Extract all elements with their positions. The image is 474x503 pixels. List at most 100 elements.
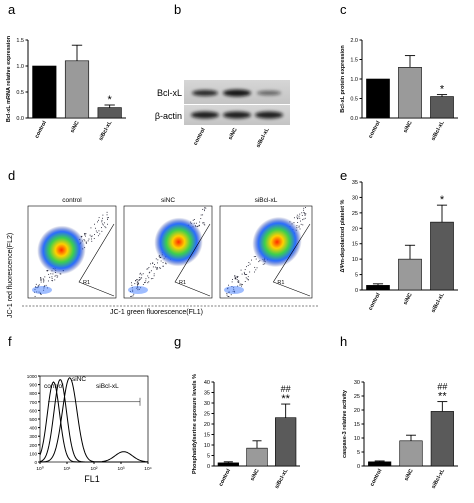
y-axis-label: Phosphatidylserine exposure levels %	[192, 374, 198, 474]
dotplot-event	[244, 274, 246, 276]
y-tick-label: 15	[352, 242, 358, 248]
dotplot-event	[42, 278, 44, 280]
y-tick-label: 300	[29, 434, 37, 439]
dotplot-event	[147, 268, 149, 270]
x-category-label: siBcl-xL	[431, 468, 447, 490]
dotplot-event	[91, 238, 92, 240]
dotplot-event	[137, 286, 139, 288]
y-tick-label: 1.5	[16, 38, 24, 44]
dotplot-event	[51, 280, 53, 281]
x-category-label: control	[34, 120, 48, 140]
dotplot-event	[299, 213, 301, 215]
dotplot-event	[165, 263, 167, 265]
dotplot-event	[240, 283, 242, 285]
dotplot-event	[228, 296, 230, 297]
dotplot-event	[150, 270, 152, 272]
dotplot-event	[244, 273, 245, 274]
dotplot-event	[43, 286, 45, 288]
dotplot-density	[252, 216, 302, 268]
dotplot-event	[99, 233, 101, 235]
dotplot-event	[249, 263, 251, 265]
dotplot-density	[154, 217, 203, 267]
dotplot-event	[131, 284, 133, 286]
dotplot-density-low	[128, 286, 148, 294]
dotplot-event	[241, 273, 243, 275]
dotplot-event	[94, 223, 95, 225]
dotplot-event	[304, 213, 306, 215]
significance-marker: **	[281, 393, 290, 405]
dotplot-ylabel: JC-1 red fluorescence(FL2)	[7, 233, 14, 318]
blot-lane-label-control: control	[193, 127, 207, 147]
dotplot-event	[40, 280, 42, 281]
dotplot-event	[84, 240, 86, 242]
dotplot-event	[52, 280, 54, 282]
dotplot-event	[130, 291, 131, 293]
fl1-histogram: 0 100 200 300 400 500 600 700 800 900 1000 10⁰ 10¹ 10…	[27, 374, 152, 484]
dotplot-event	[40, 278, 42, 280]
dotplot-event	[298, 226, 300, 228]
dotplot-event	[47, 270, 49, 272]
dotplot-event	[205, 207, 207, 209]
dotplot-event	[195, 222, 197, 224]
chart-e-depolarized-platelet: 0 5 10 15 20 25 30 35 ΔΨm-depolarized platelet %…	[340, 180, 458, 314]
dotplot-event	[246, 273, 248, 275]
dotplot-event	[39, 292, 41, 294]
dotplot-event	[107, 223, 108, 225]
dotplot-event	[137, 284, 138, 286]
dotplot-event	[132, 295, 134, 297]
significance-marker: *	[108, 94, 113, 106]
dotplot-event	[243, 271, 245, 273]
dotplot-event	[303, 211, 305, 213]
dotplot-event	[152, 263, 154, 264]
y-tick-label: 20	[204, 422, 210, 428]
dotplot-event	[140, 272, 142, 274]
dotplot-1: control R1	[27, 197, 117, 299]
dotplot-event	[45, 284, 47, 286]
dotplot-gate-label: R1	[179, 280, 186, 286]
dotplot-event	[146, 268, 148, 270]
y-tick-label: 0	[207, 464, 210, 470]
dotplot-title: siBcl-xL	[255, 197, 278, 204]
dotplot-event	[150, 263, 152, 265]
y-tick-label: 5	[357, 450, 360, 456]
panel-label-e: e	[340, 168, 347, 183]
dotplot-event	[296, 225, 298, 227]
bar-control	[366, 78, 390, 119]
dotplot-event	[198, 224, 200, 226]
dotplot-event	[34, 288, 36, 290]
dotplot-event	[40, 293, 41, 295]
dotplot-event	[237, 281, 239, 283]
dotplot-event	[85, 242, 87, 244]
dotplot-event	[139, 279, 141, 281]
dotplot-event	[136, 279, 138, 281]
dotplot-event	[145, 280, 147, 282]
dotplot-event	[155, 258, 157, 260]
dotplot-event	[234, 275, 236, 277]
dotplot-event	[197, 225, 199, 227]
panel-label-h: h	[340, 334, 347, 349]
dotplot-event	[160, 260, 162, 262]
dotplot-event	[35, 287, 37, 288]
histogram-curve	[40, 377, 149, 463]
dotplot-gate	[272, 223, 311, 297]
dotplot-event	[137, 283, 139, 285]
dotplot-event	[164, 262, 166, 264]
dotplot-event	[162, 266, 164, 267]
dotplot-event	[301, 214, 303, 216]
dotplot-event	[138, 277, 140, 278]
dotplot-event	[305, 207, 306, 208]
significance-marker-secondary: ##	[281, 384, 291, 394]
dotplot-event	[106, 211, 108, 213]
band-bclxl	[257, 90, 281, 96]
dotplot-event	[148, 281, 150, 283]
dotplot-event	[57, 275, 59, 277]
dotplot-event	[131, 282, 132, 284]
dotplot-event	[46, 287, 48, 289]
dotplot-event	[233, 287, 235, 289]
x-tick-label: 10³	[118, 466, 125, 472]
dotplot-event	[103, 222, 105, 224]
dotplot-event	[40, 276, 42, 278]
dotplot-event	[101, 221, 103, 223]
dotplot-event	[300, 220, 301, 222]
dotplot-event	[245, 266, 247, 268]
